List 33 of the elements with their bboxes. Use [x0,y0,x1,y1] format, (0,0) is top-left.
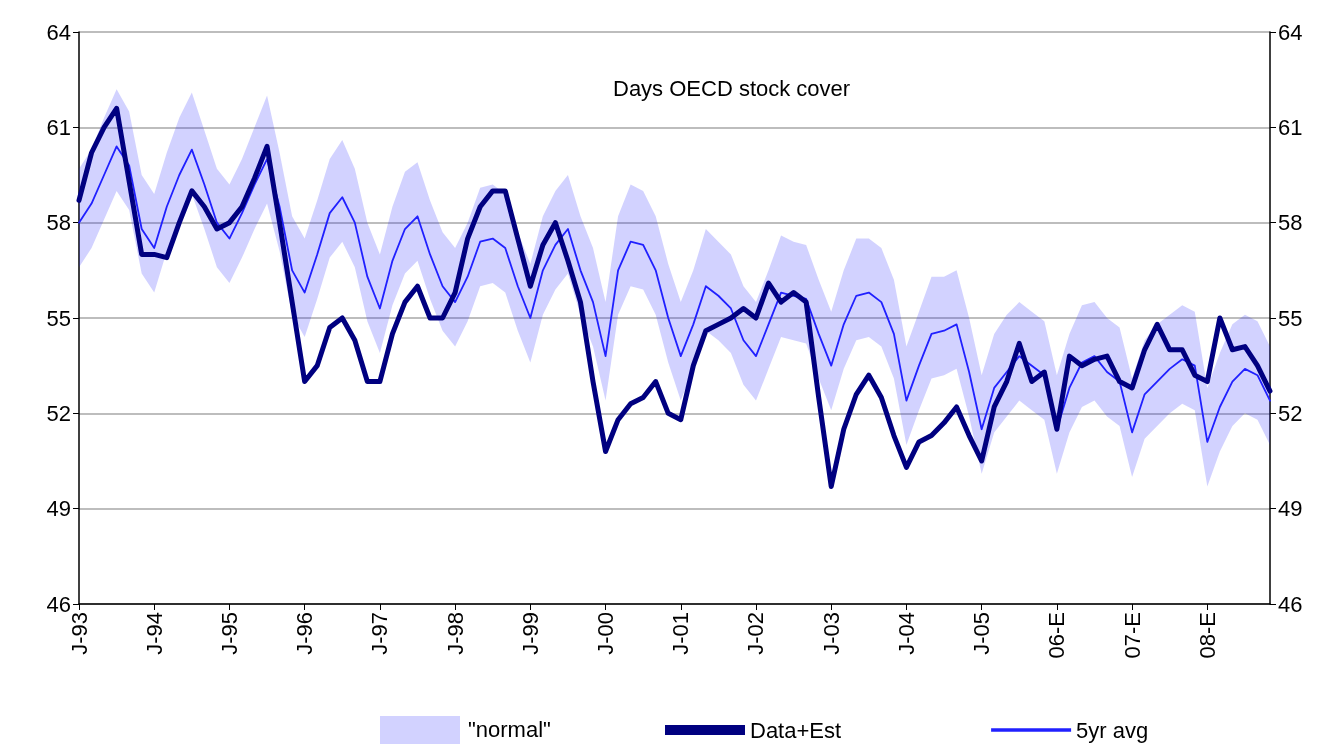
x-tick-label: J-96 [292,612,318,655]
y2-tick-label: 58 [1278,210,1303,236]
y2-tick-label: 52 [1278,400,1303,426]
x-tick-label: J-97 [367,612,393,655]
y2-tick-label: 64 [1278,19,1303,45]
y2-tick-label: 46 [1278,591,1303,617]
x-tick-label: J-03 [818,612,844,655]
legend-label: 5yr avg [1076,717,1149,743]
text: "normal" [468,717,551,743]
x-tick-label: J-95 [216,612,242,655]
y-tick-label: 58 [46,210,71,236]
y-tick-label: 55 [46,305,71,331]
x-tick-label: J-94 [141,612,167,655]
x-tick-label: J-04 [893,612,919,655]
y-tick-label: 52 [46,400,71,426]
x-tick-label: J-99 [517,612,543,655]
legend-label: Data+Est [750,717,842,743]
x-tick-label: J-02 [743,612,769,655]
line-series [78,145,1271,443]
x-tick-label: J-01 [668,612,694,655]
x-tick-label: 08-E [1194,612,1220,659]
y-tick-label: 49 [46,496,71,522]
text: Days OECD stock cover [613,75,851,101]
x-tick-label: J-98 [442,612,468,655]
x-tick-label: J-05 [969,612,995,655]
x-tick-label: J-00 [593,612,619,655]
y2-tick-label: 49 [1278,496,1303,522]
x-tick-label: 07-E [1119,612,1145,659]
x-tick-label: 06-E [1044,612,1070,659]
y2-tick-label: 55 [1278,305,1303,331]
y2-tick-label: 61 [1278,114,1303,140]
y-tick-label: 61 [46,114,71,140]
y-tick-label: 64 [46,19,71,45]
